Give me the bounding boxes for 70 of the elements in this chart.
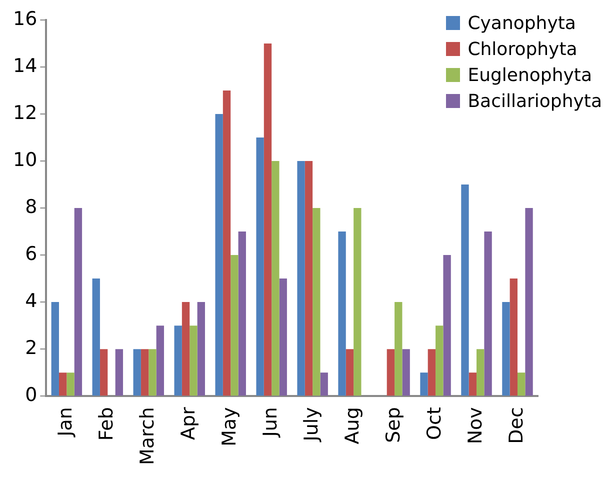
- bar: [238, 232, 246, 396]
- y-tick-label: 10: [12, 148, 38, 171]
- x-tick-label: Dec: [505, 407, 528, 444]
- bar: [436, 326, 444, 396]
- bar: [461, 184, 469, 396]
- bar: [197, 302, 205, 396]
- bar: [484, 232, 492, 396]
- bar: [190, 326, 198, 396]
- bar: [256, 138, 264, 396]
- bar: [279, 278, 287, 396]
- bar: [476, 349, 484, 396]
- bar: [92, 278, 100, 396]
- y-tick-label: 16: [12, 8, 38, 30]
- bar: [510, 278, 518, 396]
- y-tick-label: 0: [25, 384, 38, 406]
- bar: [502, 302, 510, 396]
- y-tick-label: 14: [12, 54, 38, 77]
- bar: [272, 161, 280, 396]
- bar: [320, 372, 328, 396]
- bar: [420, 372, 428, 396]
- legend-label: Chlorophyta: [468, 38, 578, 60]
- y-tick-label: 8: [25, 196, 38, 218]
- bar: [51, 302, 59, 396]
- bar: [386, 349, 395, 396]
- x-tick-label: Feb: [96, 407, 118, 441]
- bar: [222, 90, 231, 396]
- bar: [115, 349, 124, 396]
- legend-label: Cyanophyta: [468, 12, 576, 34]
- x-tick-label: March: [136, 407, 159, 466]
- x-tick-label: Jan: [54, 407, 77, 438]
- bar: [354, 208, 362, 396]
- bar: [346, 349, 354, 396]
- legend-label: Euglenophyta: [468, 64, 592, 86]
- x-tick-label: Aug: [342, 407, 364, 444]
- legend-label: Bacillariophyta: [468, 90, 602, 112]
- bar: [518, 372, 526, 396]
- y-tick-label: 12: [12, 102, 38, 124]
- bar: [312, 208, 320, 396]
- x-tick-label: Jun: [260, 407, 282, 438]
- bar: [100, 349, 108, 396]
- bar: [174, 326, 182, 396]
- x-tick-label: May: [218, 407, 241, 446]
- bar: [304, 161, 313, 396]
- bar: [468, 372, 477, 396]
- bar: [443, 255, 451, 396]
- y-tick-label: 2: [25, 337, 38, 360]
- bar: [140, 349, 149, 396]
- bar: [402, 349, 410, 396]
- bar: [74, 208, 82, 396]
- x-tick-label: Oct: [423, 407, 446, 440]
- x-tick-label: July: [300, 407, 323, 442]
- bar: [182, 302, 190, 396]
- bar: [230, 255, 238, 396]
- bar: [58, 372, 67, 396]
- y-tick-label: 4: [25, 290, 38, 312]
- bar: [428, 349, 436, 396]
- bar: [394, 302, 402, 396]
- bar: [215, 114, 223, 396]
- bar: [156, 326, 164, 396]
- bar: [66, 372, 74, 396]
- x-tick-label: Sep: [382, 407, 404, 443]
- x-tick-label: Apr: [178, 406, 200, 440]
- bar: [264, 44, 272, 396]
- bar: [338, 232, 346, 396]
- bar: [525, 208, 533, 396]
- y-tick-label: 6: [25, 242, 38, 265]
- bar: [297, 161, 305, 396]
- bar: [148, 349, 156, 396]
- bar: [133, 349, 141, 396]
- x-tick-label: Nov: [464, 407, 486, 444]
